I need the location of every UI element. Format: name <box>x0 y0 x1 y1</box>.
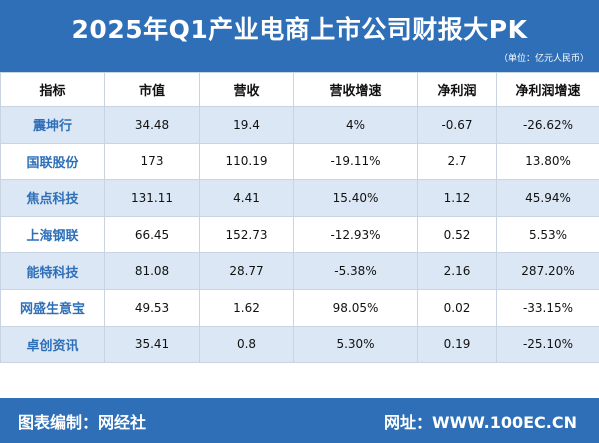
company-name-cell: 焦点科技 <box>0 179 105 217</box>
header-cell: 指标 <box>0 72 105 107</box>
company-name-cell: 震坤行 <box>0 106 105 144</box>
table-cell: 110.19 <box>199 142 294 181</box>
table-cell: 49.53 <box>104 288 200 327</box>
table-cell: -26.62% <box>496 106 599 144</box>
table-row: 震坤行 34.48 19.4 4% -0.67 -26.62% <box>0 106 599 144</box>
table-cell: 45.94% <box>496 179 599 217</box>
financial-table: 指标 市值 营收 营收增速 净利润 净利润增速 震坤行 34.48 19.4 4% -0… <box>0 72 599 364</box>
footer-banner: 图表编制：网经社 网址：WWW.100EC.CN <box>0 398 599 443</box>
table-cell: 34.48 <box>104 106 200 144</box>
table-cell: 1.12 <box>417 179 497 217</box>
table-cell: 4.41 <box>199 179 294 217</box>
table-row: 能特科技 81.08 28.77 -5.38% 2.16 287.20% <box>0 252 599 290</box>
table-row: 焦点科技 131.11 4.41 15.40% 1.12 45.94% <box>0 179 599 217</box>
table-cell: 66.45 <box>104 215 200 254</box>
header-banner: 2025年Q1产业电商上市公司财报大PK （单位：亿元人民币） <box>0 0 599 72</box>
header-cell: 净利润 <box>417 72 497 107</box>
table-cell: -12.93% <box>293 215 418 254</box>
company-name-cell: 上海钢联 <box>0 215 105 254</box>
table-cell: 35.41 <box>104 325 200 364</box>
table-cell: -33.15% <box>496 288 599 327</box>
table-cell: 0.52 <box>417 215 497 254</box>
table-cell: 98.05% <box>293 288 418 327</box>
header-cell: 营收 <box>199 72 294 107</box>
table-cell: 0.02 <box>417 288 497 327</box>
unit-note: （单位：亿元人民币） <box>498 54 589 64</box>
table-cell: 5.53% <box>496 215 599 254</box>
company-name-cell: 网盛生意宝 <box>0 288 105 327</box>
table-cell: 19.4 <box>199 106 294 144</box>
table-row: 国联股份 173 110.19 -19.11% 2.7 13.80% <box>0 142 599 181</box>
footer-credit: 图表编制：网经社 <box>18 413 147 432</box>
table-cell: 0.19 <box>417 325 497 364</box>
table-row: 卓创资讯 35.41 0.8 5.30% 0.19 -25.10% <box>0 325 599 364</box>
table-cell: 131.11 <box>104 179 200 217</box>
table-cell: 2.16 <box>417 252 497 290</box>
table-cell: 152.73 <box>199 215 294 254</box>
footer-website: 网址：WWW.100EC.CN <box>383 413 577 432</box>
table-cell: 2.7 <box>417 142 497 181</box>
table-cell: 15.40% <box>293 179 418 217</box>
table-cell: -25.10% <box>496 325 599 364</box>
table-cell: 173 <box>104 142 200 181</box>
company-name-cell: 能特科技 <box>0 252 105 290</box>
header-cell: 营收增速 <box>293 72 418 107</box>
table-row: 上海钢联 66.45 152.73 -12.93% 0.52 5.53% <box>0 215 599 254</box>
header-cell: 市值 <box>104 72 200 107</box>
table-cell: 81.08 <box>104 252 200 290</box>
table-cell: 13.80% <box>496 142 599 181</box>
table-header-row: 指标 市值 营收 营收增速 净利润 净利润增速 <box>0 72 599 107</box>
table-row: 网盛生意宝 49.53 1.62 98.05% 0.02 -33.15% <box>0 288 599 327</box>
table-cell: -0.67 <box>417 106 497 144</box>
company-name-cell: 国联股份 <box>0 142 105 181</box>
table-cell: 287.20% <box>496 252 599 290</box>
table-cell: 4% <box>293 106 418 144</box>
header-cell: 净利润增速 <box>496 72 599 107</box>
table-cell: 28.77 <box>199 252 294 290</box>
table-cell: -19.11% <box>293 142 418 181</box>
table-cell: -5.38% <box>293 252 418 290</box>
page-title: 2025年Q1产业电商上市公司财报大PK <box>71 15 528 44</box>
table-cell: 5.30% <box>293 325 418 364</box>
company-name-cell: 卓创资讯 <box>0 325 105 364</box>
table-cell: 0.8 <box>199 325 294 364</box>
table-cell: 1.62 <box>199 288 294 327</box>
